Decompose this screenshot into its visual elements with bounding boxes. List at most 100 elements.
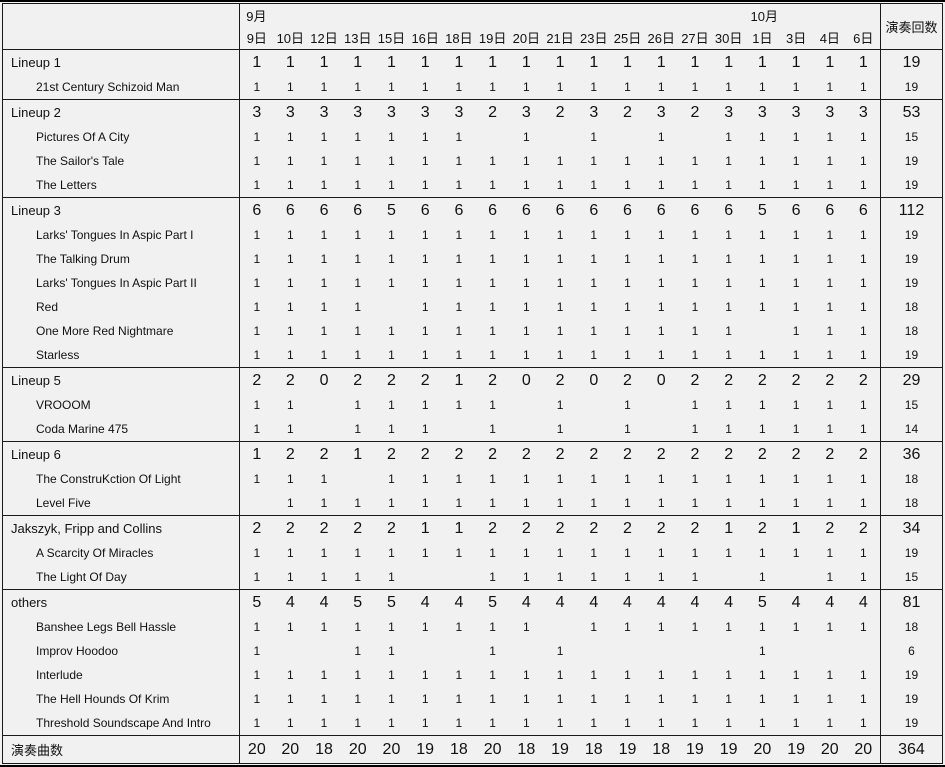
lineup-label: Lineup 3 xyxy=(2,197,241,223)
song-total: 18 xyxy=(879,615,943,639)
count-cell: 1 xyxy=(286,130,294,144)
song-row: The Hell Hounds Of Krim 1 1 1 1 1 1 1 1 1 1 1 1 1 1 1 1 1… xyxy=(2,687,943,711)
lineup-label: Jakszyk, Fripp and Collins xyxy=(2,515,241,541)
lineup-label: Lineup 5 xyxy=(2,367,241,393)
count-cell: 1 xyxy=(408,515,443,541)
song-row: The Letters 1 1 1 1 1 1 1 1 1 1 1 1 1 1 1 1 1 1 1 19 xyxy=(2,173,943,198)
count-cell: 1 xyxy=(725,620,732,634)
count-cell: 1 xyxy=(624,300,631,314)
song-total: 19 xyxy=(879,149,943,173)
count-cell: 1 xyxy=(859,398,867,412)
count-cell: 1 xyxy=(388,252,395,266)
count-cell: 1 xyxy=(624,496,631,510)
song-title: 21st Century Schizoid Man xyxy=(2,75,241,100)
song-title: VROOOM xyxy=(2,393,241,417)
count-cell: 1 xyxy=(590,228,598,242)
song-total: 15 xyxy=(879,125,943,149)
count-cell: 5 xyxy=(475,589,510,615)
song-total: 19 xyxy=(879,271,943,295)
count-cell: 4 xyxy=(812,589,847,615)
count-cell: 1 xyxy=(624,80,631,94)
count-cell xyxy=(442,565,476,590)
month-september-label: 9月 xyxy=(246,8,267,24)
count-cell: 1 xyxy=(408,49,443,75)
count-cell: 5 xyxy=(340,589,375,615)
count-cell: 1 xyxy=(657,620,665,634)
count-cell: 3 xyxy=(846,99,881,125)
count-cell: 1 xyxy=(286,570,294,584)
song-title: A Scarcity Of Miracles xyxy=(2,541,241,565)
count-cell: 1 xyxy=(354,398,362,412)
count-cell: 1 xyxy=(522,80,530,94)
count-cell: 1 xyxy=(442,49,476,75)
count-cell: 1 xyxy=(253,546,261,560)
count-cell: 1 xyxy=(859,228,867,242)
count-cell: 1 xyxy=(691,252,699,266)
count-cell: 19 xyxy=(408,735,443,764)
count-cell: 1 xyxy=(691,422,699,436)
count-cell xyxy=(644,393,678,417)
count-cell: 2 xyxy=(374,441,409,467)
song-title: Interlude xyxy=(2,663,241,687)
count-cell: 2 xyxy=(846,367,881,393)
count-cell: 1 xyxy=(624,324,631,338)
count-cell: 2 xyxy=(509,441,544,467)
count-cell: 1 xyxy=(320,80,328,94)
count-cell: 1 xyxy=(826,228,834,242)
lineup-row: Jakszyk, Fripp and Collins 2 2 2 2 2 1 1 2 2 2 2 2 2 2… xyxy=(2,515,943,541)
count-cell: 1 xyxy=(792,620,800,634)
song-total: 18 xyxy=(879,491,943,516)
date-header: 9日 xyxy=(239,26,274,50)
count-cell: 1 xyxy=(307,49,341,75)
count-cell: 1 xyxy=(725,472,732,486)
count-cell: 1 xyxy=(475,49,510,75)
count-cell: 1 xyxy=(421,348,429,362)
count-cell: 1 xyxy=(826,252,834,266)
date-header: 4日 xyxy=(812,26,847,50)
count-cell: 1 xyxy=(522,252,530,266)
count-cell: 1 xyxy=(320,692,328,706)
count-cell xyxy=(712,565,746,590)
count-cell: 6 xyxy=(408,197,443,223)
count-cell: 1 xyxy=(286,668,294,682)
count-cell: 2 xyxy=(745,441,780,467)
count-cell: 1 xyxy=(455,154,463,168)
count-cell: 1 xyxy=(455,716,463,730)
count-cell xyxy=(375,295,409,319)
count-cell: 3 xyxy=(307,99,341,125)
count-cell: 1 xyxy=(590,668,598,682)
count-cell: 1 xyxy=(556,348,564,362)
count-cell: 1 xyxy=(859,348,867,362)
lineup-row: Lineup 5 2 2 0 2 2 2 1 2 0 2 0 2 0 2 2 2 2 2 2 29 xyxy=(2,367,943,393)
count-cell: 5 xyxy=(239,589,274,615)
count-cell: 3 xyxy=(644,99,679,125)
count-cell: 3 xyxy=(273,99,308,125)
count-cell: 1 xyxy=(354,716,362,730)
count-cell: 2 xyxy=(678,441,712,467)
count-cell: 1 xyxy=(826,324,834,338)
song-total: 18 xyxy=(879,467,943,491)
count-cell: 1 xyxy=(859,668,867,682)
song-row: 21st Century Schizoid Man 1 1 1 1 1 1 1 1 1 1 1 1 1 1 1… xyxy=(2,75,943,100)
song-row: VROOOM 1 1 1 1 1 1 1 1 1 1 1 1 1 1 1 15 xyxy=(2,393,943,417)
count-cell: 1 xyxy=(320,324,328,338)
count-cell: 1 xyxy=(455,276,463,290)
count-cell: 1 xyxy=(340,441,375,467)
count-cell: 1 xyxy=(792,716,800,730)
song-total: 19 xyxy=(879,343,943,368)
song-title: The Sailor's Tale xyxy=(2,149,241,173)
month-october-label: 10月 xyxy=(750,8,778,24)
count-cell: 1 xyxy=(253,422,261,436)
count-cell: 1 xyxy=(388,620,395,634)
count-cell: 1 xyxy=(489,496,496,510)
count-cell: 1 xyxy=(759,300,766,314)
song-title: Larks' Tongues In Aspic Part II xyxy=(2,271,241,295)
song-title: Coda Marine 475 xyxy=(2,417,241,442)
count-cell: 2 xyxy=(475,367,510,393)
count-cell: 1 xyxy=(691,668,699,682)
song-row: Red 1 1 1 1 1 1 1 1 1 1 1 1 1 1 1 1 1 1 18 xyxy=(2,295,943,319)
count-cell: 1 xyxy=(725,496,732,510)
count-cell: 1 xyxy=(759,620,766,634)
song-total: 19 xyxy=(879,663,943,687)
count-cell: 1 xyxy=(286,154,294,168)
